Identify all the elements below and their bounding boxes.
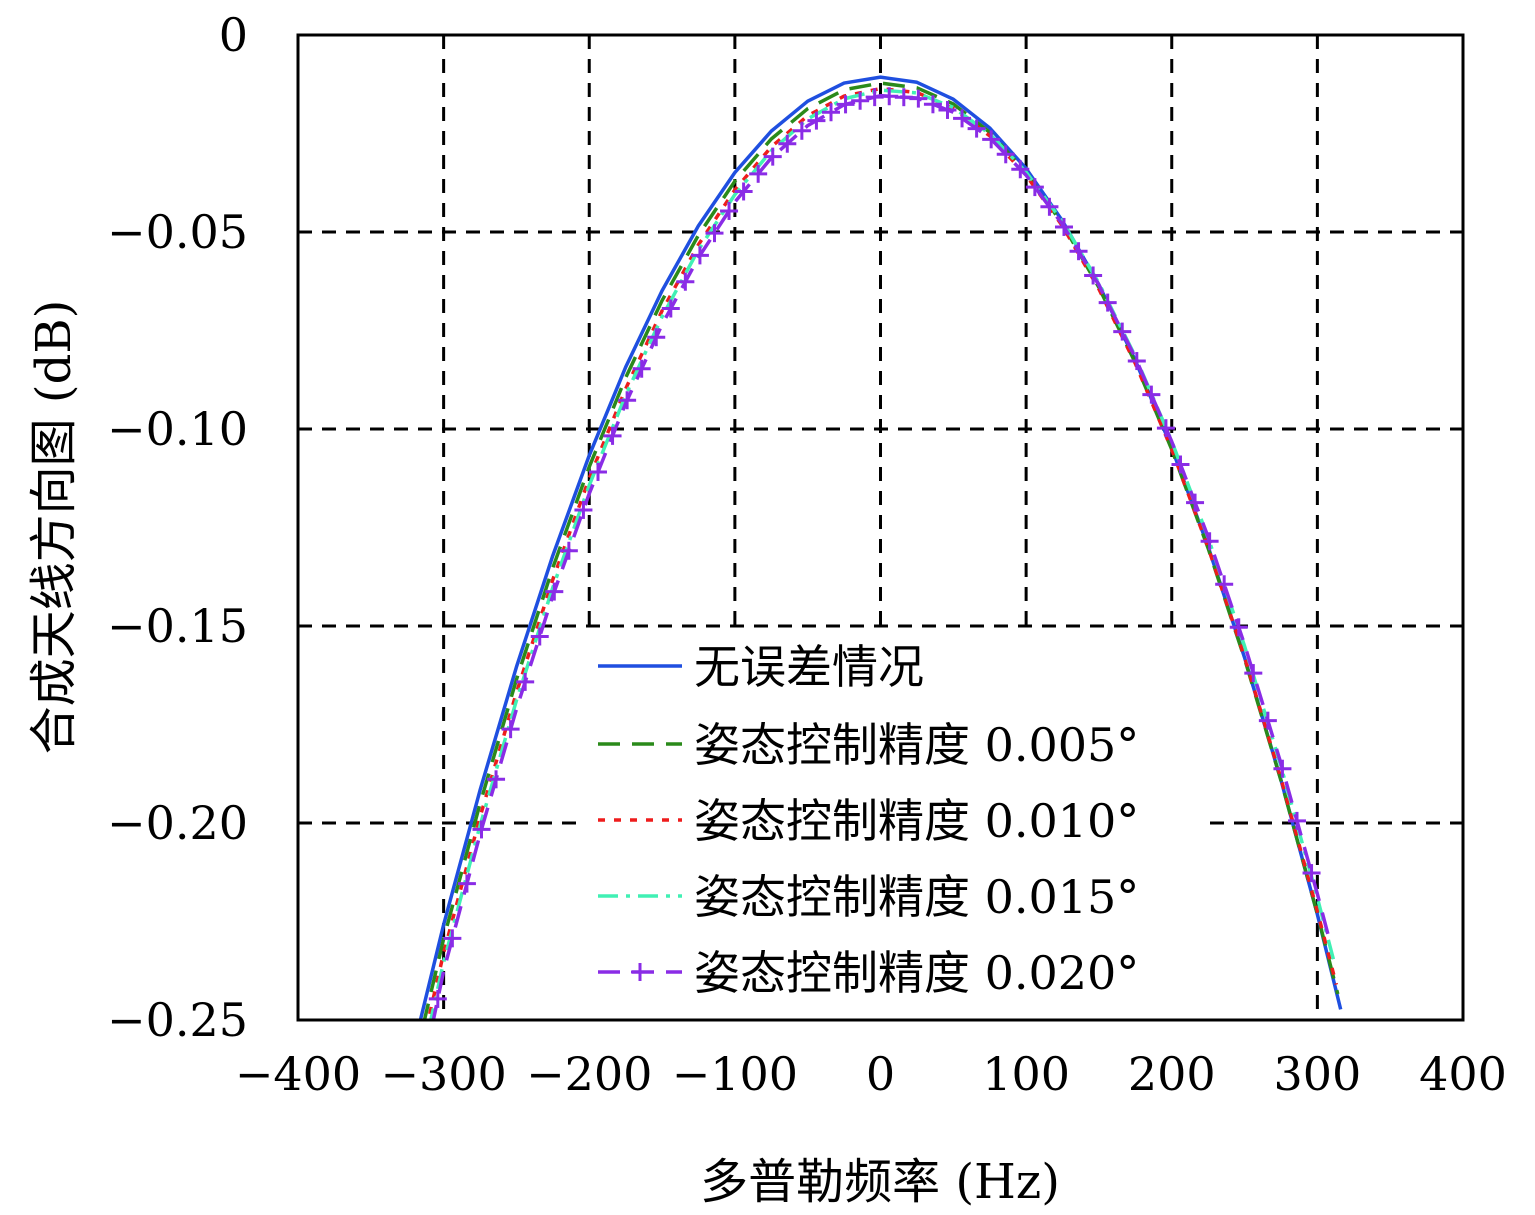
series-line-2	[422, 81, 1340, 1020]
series-point	[443, 929, 462, 948]
series-point	[982, 130, 1001, 149]
series-point	[1171, 455, 1190, 474]
legend-entry: 无误差情况	[598, 640, 924, 694]
series-point	[516, 672, 535, 691]
legend-label: 无误差情况	[694, 640, 924, 694]
series-point	[1084, 266, 1103, 285]
series-point	[792, 121, 811, 140]
series-point	[851, 91, 870, 110]
series-point	[501, 720, 520, 739]
x-tick-label: −200	[526, 1047, 652, 1101]
plot-frame	[296, 33, 1465, 1022]
series-point	[1186, 493, 1205, 512]
series-point	[1200, 532, 1219, 551]
series-point	[763, 147, 782, 166]
series-point	[967, 119, 986, 138]
series-point	[487, 770, 506, 789]
x-tick-label: −300	[380, 1047, 506, 1101]
legend-label: 姿态控制精度 0.015°	[694, 870, 1139, 924]
series-point	[1040, 197, 1059, 216]
series-point	[1273, 759, 1292, 778]
legend-entry: 姿态控制精度 0.020°	[598, 946, 1139, 1000]
series-point	[545, 582, 564, 601]
series-point	[1156, 419, 1175, 438]
series-point	[1142, 385, 1161, 404]
series-point	[588, 462, 607, 481]
series-point	[530, 627, 549, 646]
series-point	[1025, 178, 1044, 197]
y-tick-label: −0.15	[107, 599, 248, 653]
x-tick-label: 0	[866, 1047, 895, 1101]
legend-box	[585, 630, 1205, 1015]
series-point	[734, 182, 753, 201]
series-point	[1287, 811, 1306, 830]
legend-entry: 姿态控制精度 0.005°	[598, 718, 1139, 772]
series-point	[1011, 160, 1030, 179]
x-tick-label: −400	[235, 1047, 361, 1101]
series-point	[1054, 217, 1073, 236]
x-axis-title: 多普勒频率 (Hz)	[700, 1154, 1060, 1210]
series-point	[647, 328, 666, 347]
series-point	[1302, 864, 1321, 883]
series-point	[1215, 575, 1234, 594]
x-tick-label: −100	[672, 1047, 798, 1101]
series-point	[1244, 664, 1263, 683]
series-point	[457, 874, 476, 893]
series-point	[603, 426, 622, 445]
series-point	[807, 111, 826, 130]
series-point	[574, 500, 593, 519]
x-tick-label: 200	[1128, 1047, 1216, 1101]
ticks: −400 −300 −200 −100 0 100 200 300 400 0 −0.05 −0.10…	[107, 8, 1507, 1101]
series-point	[428, 989, 447, 1008]
x-tick-label: 100	[982, 1047, 1070, 1101]
series-point	[1258, 711, 1277, 730]
series-point	[938, 100, 957, 119]
series-point	[953, 109, 972, 128]
x-tick-label: 400	[1419, 1047, 1507, 1101]
series-point	[1229, 618, 1248, 637]
series-point	[909, 89, 928, 108]
series-point	[1098, 293, 1117, 312]
y-tick-label: −0.10	[107, 402, 248, 456]
series-point	[472, 820, 491, 839]
series-point	[821, 103, 840, 122]
legend-label: 姿态控制精度 0.020°	[694, 946, 1139, 1000]
series-point	[720, 201, 739, 220]
legend-label: 姿态控制精度 0.005°	[694, 718, 1139, 772]
series-point	[676, 272, 695, 291]
legend-entry: 姿态控制精度 0.015°	[598, 870, 1139, 924]
series-point	[632, 359, 651, 378]
series-layer	[418, 75, 1343, 1020]
series-point	[923, 95, 942, 114]
x-tick-label: 300	[1273, 1047, 1361, 1101]
legend-entry: 姿态控制精度 0.010°	[598, 794, 1139, 848]
y-tick-label: 0	[219, 8, 248, 62]
series-point	[618, 391, 637, 410]
series-point	[778, 134, 797, 153]
y-axis-title: 合成天线方向图 (dB)	[26, 300, 82, 755]
series-point	[1127, 352, 1146, 371]
series-point	[661, 299, 680, 318]
series-point	[749, 164, 768, 183]
series-point	[1113, 322, 1132, 341]
series-point	[996, 145, 1015, 164]
series-point	[705, 224, 724, 243]
series-point	[836, 95, 855, 114]
legend-label: 姿态控制精度 0.010°	[694, 794, 1139, 848]
y-tick-label: −0.25	[107, 993, 248, 1047]
series-point	[1069, 242, 1088, 261]
y-tick-label: −0.20	[107, 796, 248, 850]
y-tick-label: −0.05	[107, 205, 248, 259]
series-line-4	[429, 88, 1336, 1020]
series-line-3	[426, 86, 1339, 1020]
series-point	[690, 246, 709, 265]
series-point	[559, 541, 578, 560]
series-point	[631, 963, 649, 981]
